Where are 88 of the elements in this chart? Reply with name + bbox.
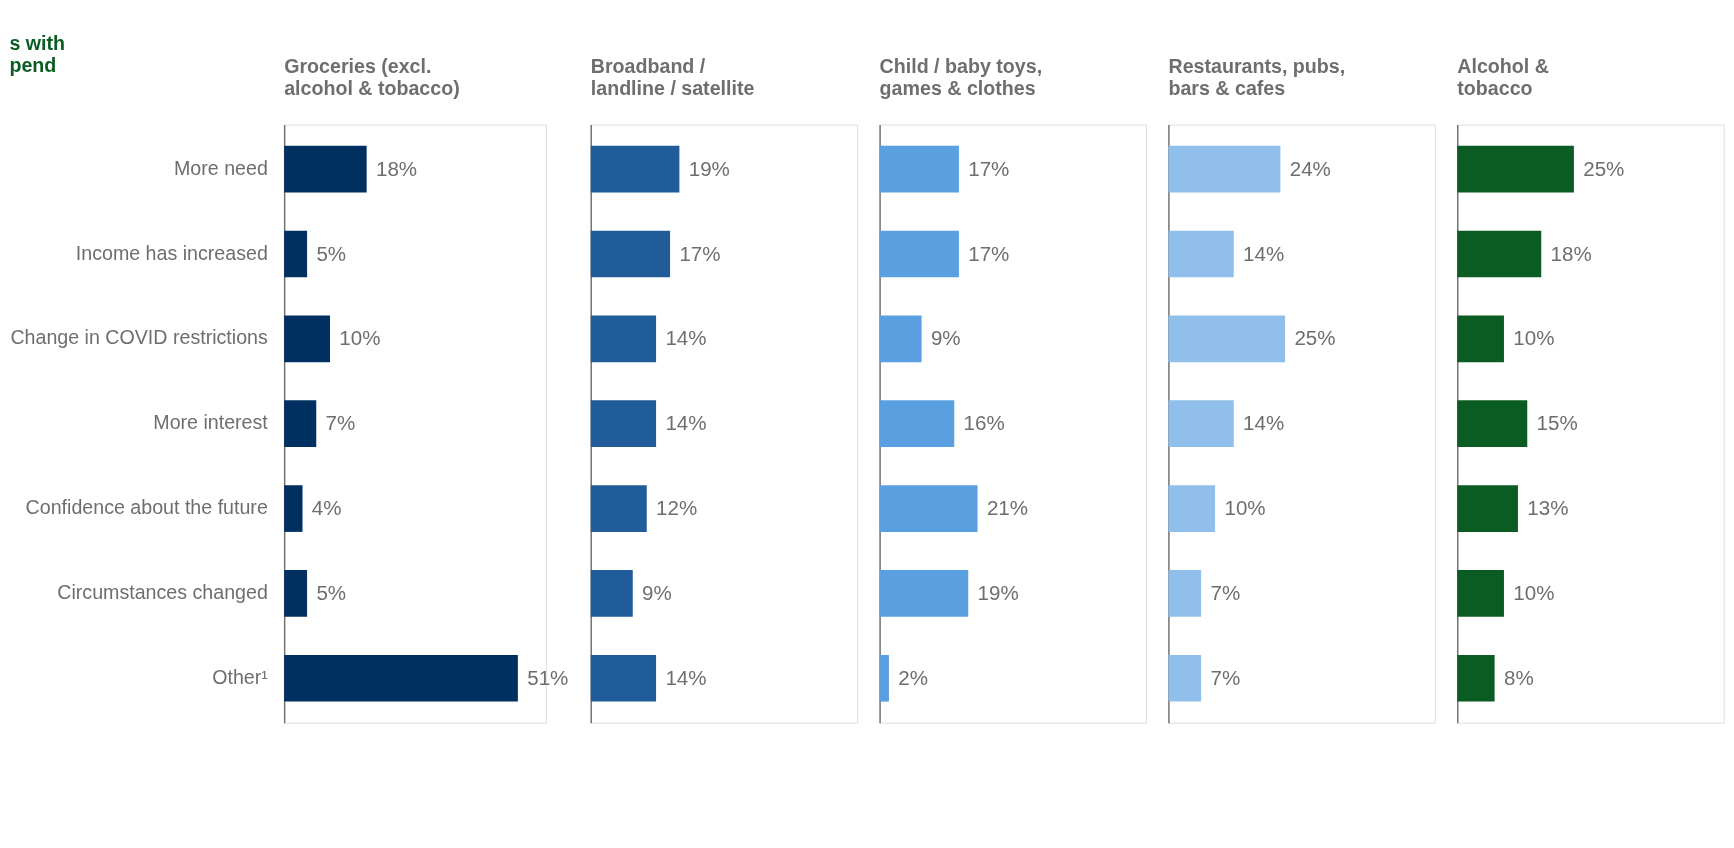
data-label: 51% — [527, 665, 569, 689]
bar — [879, 145, 959, 193]
bar — [1457, 145, 1574, 193]
bar — [1457, 485, 1518, 532]
data-label: 7% — [1210, 665, 1241, 689]
data-label: 7% — [1210, 580, 1241, 604]
data-label: 25% — [1294, 326, 1336, 350]
data-label: 14% — [665, 411, 707, 435]
text: Child / baby toys, — [879, 55, 1043, 78]
y-tick-label: Other¹ — [212, 665, 269, 688]
data-label: 21% — [986, 496, 1029, 520]
data-label: 19% — [977, 580, 1019, 604]
bar — [284, 315, 330, 363]
data-label: 24% — [1289, 156, 1331, 180]
data-label: 5% — [316, 580, 347, 604]
y-tick-label: More interest — [153, 411, 269, 434]
bar — [1457, 230, 1542, 278]
bar — [1457, 315, 1504, 363]
y-tick-label: Confidence about the future — [25, 496, 268, 519]
bar — [590, 230, 671, 278]
data-label: 17% — [679, 241, 721, 265]
data-label: 18% — [376, 156, 418, 180]
bar — [284, 570, 308, 617]
bar — [284, 654, 518, 702]
data-label: 14% — [665, 326, 707, 350]
bar — [879, 400, 955, 448]
data-label: 10% — [1224, 496, 1266, 520]
text: s with pend — [9, 32, 66, 76]
bar — [284, 145, 367, 193]
y-tick-label: Change in COVID restrictions — [10, 326, 268, 349]
bar — [284, 400, 317, 448]
data-label: 18% — [1550, 241, 1592, 265]
bar — [590, 400, 657, 448]
data-label: 8% — [1503, 665, 1534, 689]
data-label: 17% — [968, 156, 1010, 180]
text: Restaurants, pubs, — [1168, 55, 1346, 78]
bar — [1457, 400, 1528, 448]
bar — [879, 230, 959, 278]
data-label: 15% — [1536, 411, 1578, 435]
text: Groceries (excl. — [284, 55, 432, 78]
bar — [1168, 230, 1234, 278]
y-tick-label: More need — [173, 156, 268, 179]
data-label: 12% — [656, 496, 698, 520]
data-label: 25% — [1583, 156, 1625, 180]
data-label: 9% — [930, 326, 961, 350]
bar — [1168, 145, 1281, 193]
bar — [1457, 570, 1504, 617]
bar — [590, 315, 657, 363]
bar — [1457, 654, 1495, 702]
bar — [590, 485, 647, 532]
bar — [590, 570, 633, 617]
bar — [284, 230, 308, 278]
data-label: 19% — [688, 156, 730, 180]
bar — [879, 485, 978, 532]
data-label: 4% — [311, 496, 342, 520]
bar — [590, 654, 657, 702]
data-label: 5% — [316, 241, 347, 265]
bar — [1168, 654, 1202, 702]
text: Broadband / — [590, 55, 706, 78]
text: tobacco — [1457, 76, 1533, 99]
data-label: 14% — [1243, 241, 1285, 265]
bar — [879, 315, 922, 363]
text: landline / satellite — [590, 76, 755, 99]
data-label: 10% — [339, 326, 381, 350]
text: alcohol & tobacco) — [284, 76, 460, 99]
y-tick-label: Circumstances changed — [57, 581, 268, 604]
data-label: 14% — [1243, 411, 1285, 435]
data-label: 13% — [1527, 496, 1569, 520]
bar — [879, 654, 889, 702]
data-label: 10% — [1513, 580, 1555, 604]
data-label: 2% — [898, 665, 928, 689]
data-label: 17% — [968, 241, 1010, 265]
y-tick-label: Income has increased — [75, 241, 268, 264]
bar — [1168, 485, 1216, 532]
bar — [1168, 570, 1202, 617]
bar — [879, 570, 969, 617]
data-label: 10% — [1513, 326, 1555, 350]
bar — [1168, 400, 1234, 448]
text: bars & cafes — [1168, 76, 1286, 99]
text: Alcohol & — [1457, 55, 1549, 78]
bar — [1168, 315, 1286, 363]
data-label: 7% — [325, 411, 356, 435]
data-label: 16% — [963, 411, 1005, 435]
text: games & clothes — [879, 76, 1036, 99]
bar — [284, 485, 303, 532]
bar — [590, 145, 680, 193]
data-label: 9% — [642, 580, 672, 604]
data-label: 14% — [665, 665, 707, 689]
